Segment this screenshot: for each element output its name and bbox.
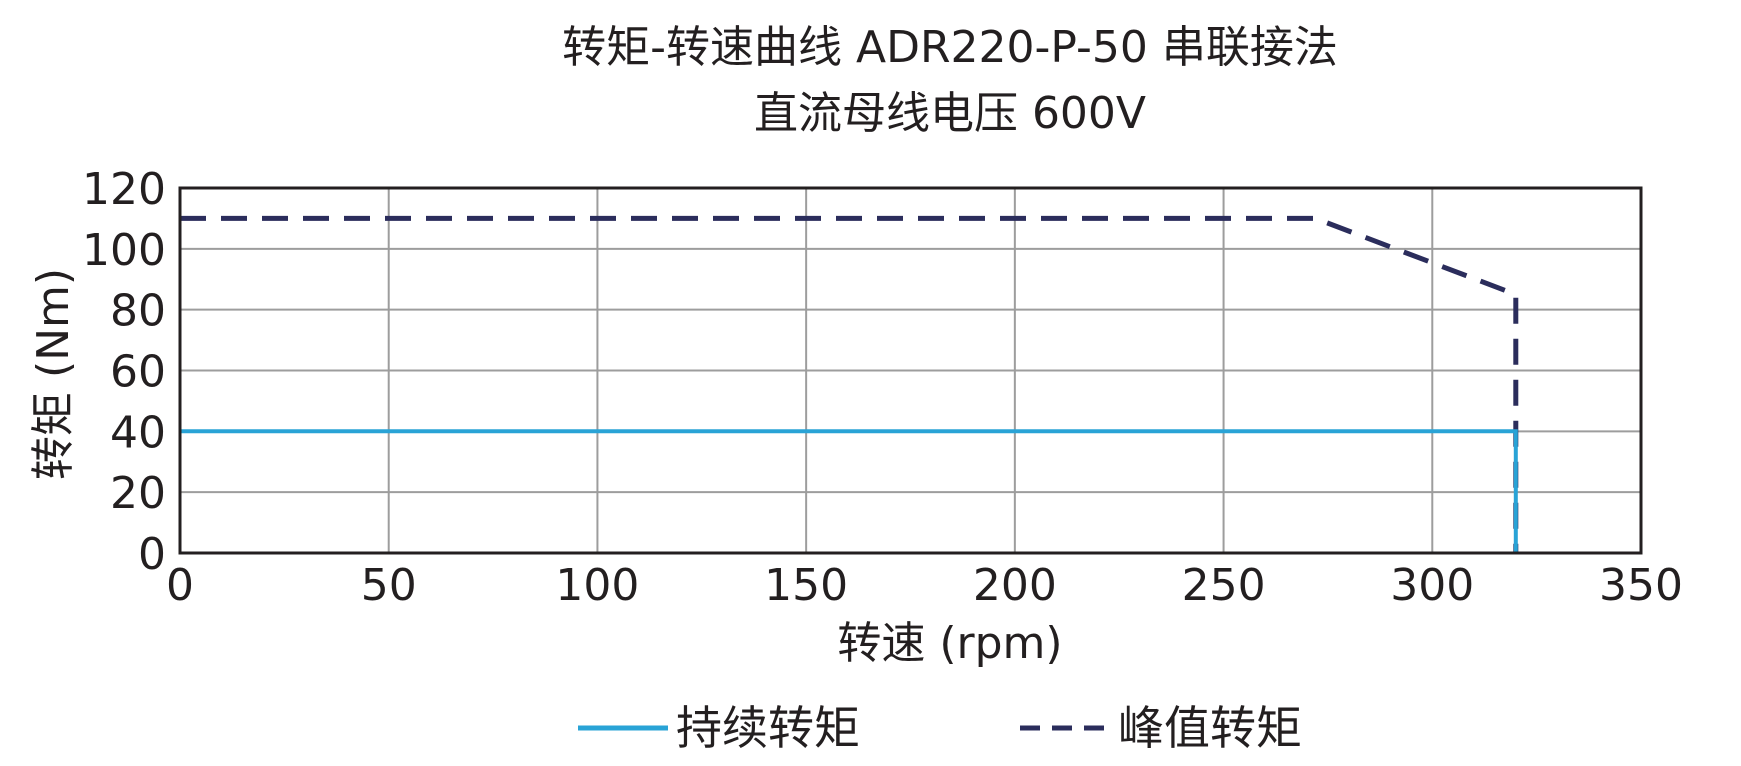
- x-tick-label-0: 0: [166, 560, 194, 611]
- y-tick-label-60: 60: [110, 347, 166, 398]
- y-axis-title: 转矩 (Nm): [28, 268, 79, 480]
- x-tick-label-250: 250: [1182, 560, 1266, 611]
- legend-label-2: 峰值转矩: [1118, 701, 1302, 755]
- plot-series: [180, 215, 1519, 553]
- x-tick-label-150: 150: [764, 560, 848, 611]
- y-tick-label-100: 100: [82, 225, 166, 276]
- y-tick-label-80: 80: [110, 286, 166, 337]
- y-tick-label-20: 20: [110, 468, 166, 519]
- chart-title-line1: 转矩-转速曲线 ADR220-P-50 串联接法: [562, 22, 1338, 73]
- series-line-2: [180, 215, 1519, 553]
- plot-frame: [178, 186, 1643, 555]
- chart-title-line2: 直流母线电压 600V: [754, 88, 1146, 139]
- series-line-1: [180, 429, 1518, 553]
- x-tick-label-200: 200: [973, 560, 1057, 611]
- x-tick-label-350: 350: [1599, 560, 1683, 611]
- grid: [180, 188, 1641, 553]
- x-tick-labels: 0 50 100 150 200 250 300 350: [166, 560, 1683, 611]
- y-tick-label-40: 40: [110, 407, 166, 458]
- x-tick-label-100: 100: [555, 560, 639, 611]
- x-axis-title: 转速 (rpm): [837, 618, 1062, 669]
- y-tick-labels: 0 20 40 60 80 100 120: [82, 164, 166, 580]
- x-tick-label-300: 300: [1390, 560, 1474, 611]
- legend: 持续转矩 峰值转矩: [578, 701, 1302, 755]
- legend-label-1: 持续转矩: [676, 701, 860, 755]
- y-tick-label-120: 120: [82, 164, 166, 215]
- y-tick-label-0: 0: [138, 529, 166, 580]
- x-tick-label-50: 50: [361, 560, 417, 611]
